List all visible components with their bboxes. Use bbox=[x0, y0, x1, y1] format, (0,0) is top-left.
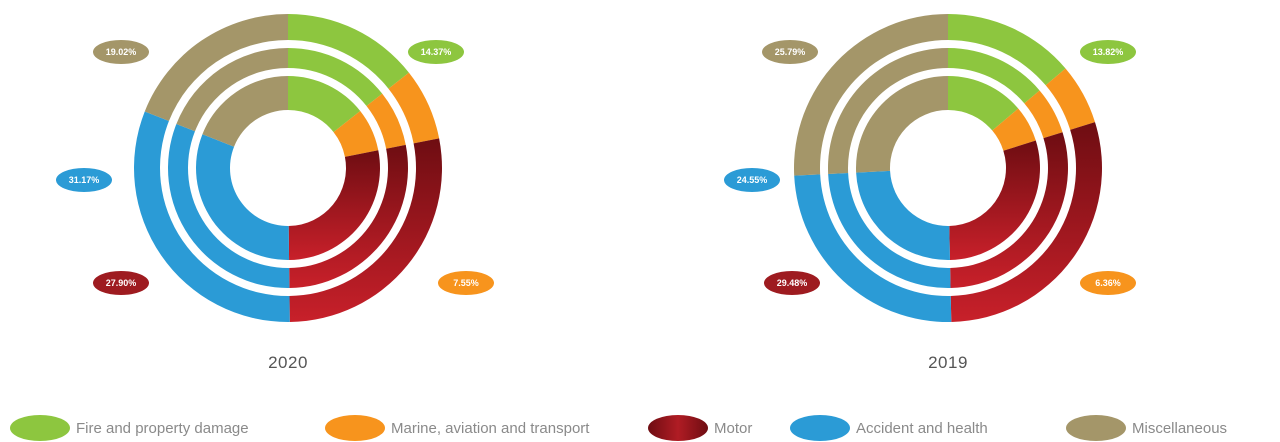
pct-text: 31.17% bbox=[69, 175, 100, 185]
slice-miscellaneous-ring-1 bbox=[144, 14, 288, 122]
slice-fire-and-property-damage-ring-1 bbox=[948, 14, 1066, 86]
slice-accident-and-health-ring-3 bbox=[856, 170, 950, 260]
legend-label: Fire and property damage bbox=[76, 420, 249, 437]
pct-text: 27.90% bbox=[106, 278, 137, 288]
charts-layer: 14.37% 7.55% 27.90% 31.17% 19.02% 2020 13.82% 6… bbox=[56, 14, 1136, 372]
legend-item-accident-and-health: Accident and health bbox=[790, 415, 988, 441]
slice-fire-and-property-damage-ring-3 bbox=[948, 76, 1019, 131]
slice-marine-aviation-and-transport-ring-3 bbox=[992, 108, 1036, 151]
legend-label: Miscellaneous bbox=[1132, 420, 1227, 437]
legend-item-miscellaneous: Miscellaneous bbox=[1066, 415, 1227, 441]
legend-item-motor: Motor bbox=[648, 415, 752, 441]
slice-accident-and-health-ring-2 bbox=[828, 172, 951, 288]
slice-miscellaneous-ring-2 bbox=[176, 48, 288, 132]
pct-label-fire-and-property-damage: 14.37% bbox=[408, 40, 464, 64]
slice-motor-ring-2 bbox=[289, 144, 408, 288]
slice-marine-aviation-and-transport-ring-3 bbox=[333, 111, 379, 157]
pct-label-motor: 29.48% bbox=[764, 271, 820, 295]
pct-text: 29.48% bbox=[777, 278, 808, 288]
pct-text: 25.79% bbox=[775, 47, 806, 57]
donut-chart-2019: 13.82% 6.36% 29.48% 24.55% 25.79% 2019 bbox=[724, 14, 1136, 372]
pct-text: 24.55% bbox=[737, 175, 768, 185]
year-label-2020: 2020 bbox=[268, 353, 308, 372]
slice-miscellaneous-ring-3 bbox=[202, 76, 288, 147]
slice-marine-aviation-and-transport-ring-2 bbox=[1024, 90, 1063, 139]
slice-miscellaneous-ring-2 bbox=[828, 48, 948, 174]
legend-swatch bbox=[10, 415, 70, 441]
legend-swatch bbox=[648, 415, 708, 441]
slice-motor-ring-2 bbox=[950, 132, 1068, 288]
legend-item-marine-aviation-and-transport: Marine, aviation and transport bbox=[325, 415, 590, 441]
legend-item-fire-and-property-damage: Fire and property damage bbox=[10, 415, 249, 441]
pct-label-accident-and-health: 31.17% bbox=[56, 168, 112, 192]
pct-text: 6.36% bbox=[1095, 278, 1121, 288]
slice-accident-and-health-ring-1 bbox=[134, 111, 290, 322]
slice-miscellaneous-ring-1 bbox=[794, 14, 948, 176]
slice-motor-ring-3 bbox=[288, 150, 380, 260]
slice-fire-and-property-damage-ring-3 bbox=[288, 76, 361, 133]
pct-label-motor: 27.90% bbox=[93, 271, 149, 295]
legend-label: Marine, aviation and transport bbox=[391, 420, 590, 437]
donut-chart-2020: 14.37% 7.55% 27.90% 31.17% 19.02% 2020 bbox=[56, 14, 494, 372]
pct-label-accident-and-health: 24.55% bbox=[724, 168, 780, 192]
pct-text: 19.02% bbox=[106, 47, 137, 57]
slice-fire-and-property-damage-ring-1 bbox=[288, 14, 409, 89]
pct-label-miscellaneous: 25.79% bbox=[762, 40, 818, 64]
slice-motor-ring-1 bbox=[950, 122, 1103, 322]
pct-label-marine-aviation-and-transport: 6.36% bbox=[1080, 271, 1136, 295]
slice-marine-aviation-and-transport-ring-2 bbox=[366, 93, 406, 149]
legend-label: Accident and health bbox=[856, 420, 988, 437]
legend-swatch bbox=[790, 415, 850, 441]
pct-text: 13.82% bbox=[1093, 47, 1124, 57]
slice-accident-and-health-ring-3 bbox=[196, 134, 290, 260]
legend-label: Motor bbox=[714, 420, 752, 437]
slice-motor-ring-3 bbox=[949, 140, 1040, 260]
pct-text: 7.55% bbox=[453, 278, 479, 288]
legend: Fire and property damage Marine, aviation… bbox=[10, 415, 1227, 441]
slice-fire-and-property-damage-ring-2 bbox=[288, 48, 383, 107]
slice-accident-and-health-ring-2 bbox=[167, 123, 290, 288]
pct-label-miscellaneous: 19.02% bbox=[93, 40, 149, 64]
slice-motor-ring-1 bbox=[289, 138, 442, 322]
pct-label-marine-aviation-and-transport: 7.55% bbox=[438, 271, 494, 295]
slice-marine-aviation-and-transport-ring-1 bbox=[388, 72, 440, 144]
legend-swatch bbox=[1066, 415, 1126, 441]
slice-miscellaneous-ring-3 bbox=[856, 76, 948, 173]
slice-accident-and-health-ring-1 bbox=[794, 174, 952, 322]
pct-label-fire-and-property-damage: 13.82% bbox=[1080, 40, 1136, 64]
slice-fire-and-property-damage-ring-2 bbox=[948, 48, 1040, 104]
slice-marine-aviation-and-transport-ring-1 bbox=[1045, 68, 1095, 130]
pct-text: 14.37% bbox=[421, 47, 452, 57]
legend-swatch bbox=[325, 415, 385, 441]
year-label-2019: 2019 bbox=[928, 353, 968, 372]
